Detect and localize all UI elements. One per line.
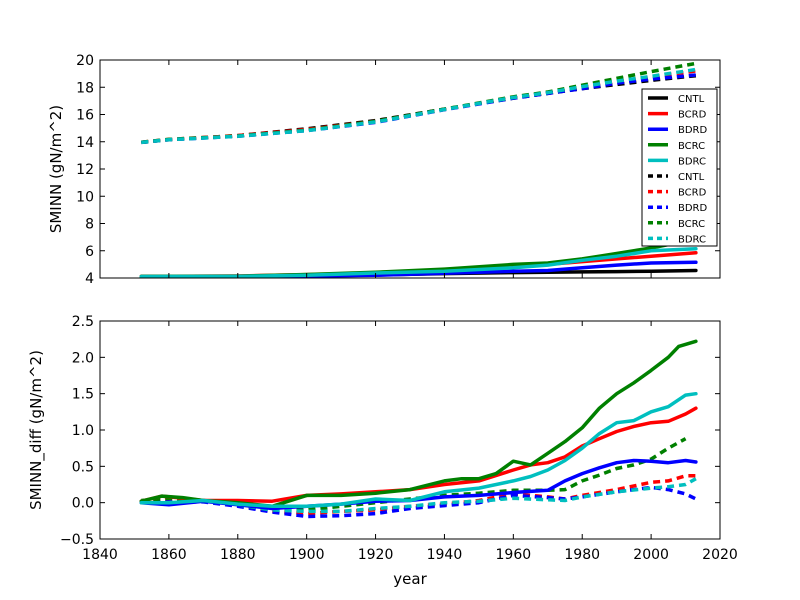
top-panel-x-ticks [99, 60, 721, 278]
x-tick-label: 1880 [220, 547, 256, 563]
top-panel-lines [139, 61, 698, 278]
y-tick-label: 4 [85, 271, 94, 287]
y-tick-label: 18 [76, 80, 94, 96]
y-tick-label: 2.0 [72, 350, 94, 366]
legend-label: CNTL [678, 94, 705, 105]
y-tick-label: 14 [76, 135, 94, 151]
legend-label: BCRD [678, 188, 707, 199]
legend: CNTL BCRD BDRD BCRC BDRC CNTL BCRD BDRD BCRC BDRC [641, 88, 718, 247]
x-tick-label: 2020 [702, 547, 738, 563]
y-tick-label: 8 [85, 217, 94, 233]
x-tick-label: 1860 [151, 547, 187, 563]
legend-label: BDRC [678, 234, 706, 245]
series-line-bdrc-solid [139, 246, 698, 278]
series-line-bcrd-solid [139, 406, 698, 503]
y-tick-label: −0.5 [60, 532, 94, 548]
y-tick-label: 1.0 [72, 423, 94, 439]
bottom-panel-lines [139, 339, 698, 519]
x-tick-label: 1920 [358, 547, 394, 563]
bottom-panel: −0.50.00.51.01.52.02.5 1840 1860 1880 1900 1… [27, 314, 738, 588]
y-tick-label: 20 [76, 53, 94, 69]
legend-label: CNTL [678, 172, 705, 183]
y-tick-label: 16 [76, 108, 94, 124]
bottom-panel-y-axis-label: SMINN_diff (gN/m^2) [27, 350, 46, 510]
series-line-bdrc-solid [139, 391, 698, 509]
legend-entries: CNTL BCRD BDRD BCRC BDRC CNTL BCRD BDRD BCRC BDRC [648, 94, 708, 245]
legend-label: BCRD [678, 110, 707, 121]
x-axis-label: year [393, 570, 427, 588]
bottom-panel-x-ticks: 1840 1860 1880 1900 1920 1940 1960 1980 2000 2020 [82, 321, 738, 563]
legend-label: BDRD [678, 125, 708, 136]
series-line-bdrc-dashed [141, 67, 697, 145]
bottom-panel-y-ticks: −0.5 0.0 0.5 1.0 1.5 2.0 2.5 [60, 314, 720, 548]
y-tick-label: 2.5 [72, 314, 94, 330]
top-panel: 4 6 8 10 12 14 16 18 20 SMINN (gN/m^2) CNTL BCRD B… [47, 53, 721, 287]
x-tick-label: 1900 [289, 547, 325, 563]
y-tick-label: 0.0 [72, 496, 94, 512]
legend-label: BCRC [678, 219, 705, 230]
y-tick-label: 1.5 [72, 387, 94, 403]
x-tick-label: 1960 [496, 547, 532, 563]
x-tick-label: 2000 [633, 547, 669, 563]
x-tick-label: 1940 [427, 547, 463, 563]
legend-label: BCRC [678, 141, 705, 152]
y-tick-label: 0.5 [72, 459, 94, 475]
x-tick-label: 1840 [82, 547, 118, 563]
top-panel-y-axis-label: SMINN (gN/m^2) [47, 105, 65, 233]
y-tick-label: 12 [76, 162, 94, 178]
y-tick-label: 10 [76, 189, 94, 205]
legend-label: BDRC [678, 156, 706, 167]
y-tick-label: 6 [85, 244, 94, 260]
x-tick-label: 1980 [564, 547, 600, 563]
legend-label: BDRD [678, 203, 708, 214]
